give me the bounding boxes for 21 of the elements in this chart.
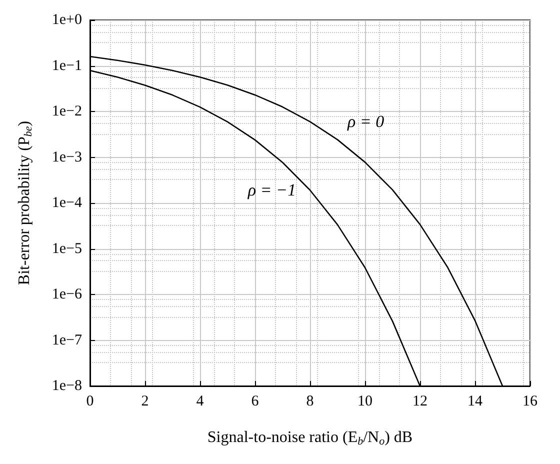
y-tick-label: 1e−1 bbox=[52, 58, 82, 74]
x-tick-label: 4 bbox=[196, 394, 204, 410]
y-axis-title: Bit-error probability (Pbe) bbox=[16, 120, 34, 286]
y-tick-label: 1e+0 bbox=[52, 12, 82, 28]
x-tick-label: 8 bbox=[306, 394, 314, 410]
y-tick-label: 1e−5 bbox=[52, 240, 82, 257]
y-tick-label: 1e−7 bbox=[52, 332, 82, 348]
x-tick-label: 2 bbox=[141, 394, 149, 410]
y-tick-label: 1e−8 bbox=[52, 378, 82, 394]
y-tick-label: 1e−3 bbox=[52, 149, 82, 166]
y-tick-label: 1e−2 bbox=[52, 104, 82, 120]
x-tick-label: 10 bbox=[358, 394, 372, 410]
x-tick-label: 6 bbox=[251, 394, 260, 410]
x-tick-label: 16 bbox=[522, 394, 538, 410]
y-tick-label: 1e−6 bbox=[52, 286, 82, 302]
x-tick-label: 12 bbox=[412, 394, 428, 410]
annotation: ρ = 0 bbox=[346, 112, 385, 132]
x-tick-label: 14 bbox=[468, 394, 483, 410]
y-tick-label: 1e−4 bbox=[52, 195, 82, 211]
annotation: ρ = −1 bbox=[246, 180, 296, 200]
x-tick-label: 0 bbox=[86, 394, 94, 410]
